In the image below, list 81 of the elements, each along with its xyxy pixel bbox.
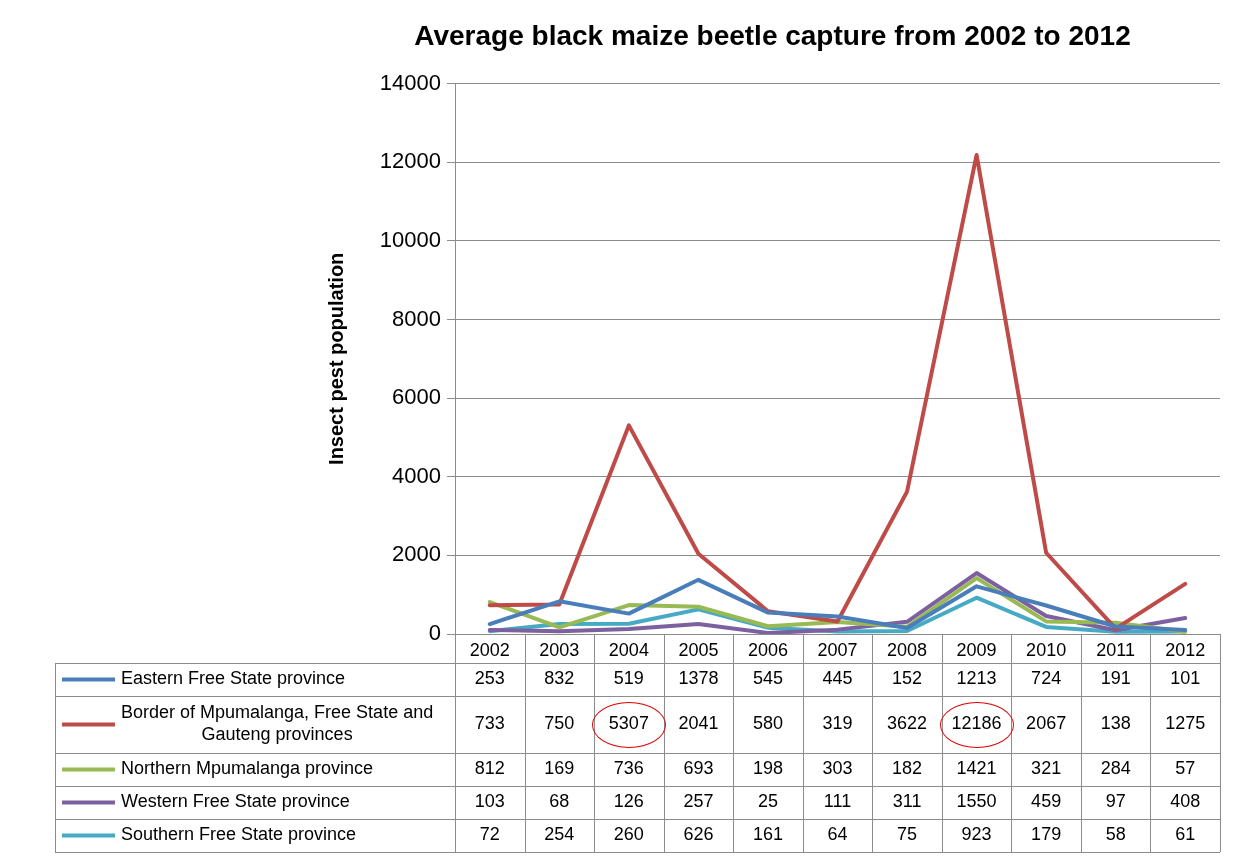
data-label: 68 xyxy=(549,791,570,812)
data-label: 408 xyxy=(1170,791,1201,812)
data-label: 812 xyxy=(474,758,505,779)
data-label: 198 xyxy=(752,758,783,779)
data-label: 126 xyxy=(613,791,644,812)
data-label: 626 xyxy=(683,824,714,845)
data-label: 724 xyxy=(1031,668,1062,689)
x-tick-label: 2007 xyxy=(817,639,858,660)
data-label: 693 xyxy=(683,758,714,779)
data-label: 2041 xyxy=(678,713,719,734)
data-label: 445 xyxy=(822,668,853,689)
data-label: 5307 xyxy=(608,713,649,734)
data-label: 64 xyxy=(827,824,848,845)
y-tick-label: 6000 xyxy=(392,384,441,410)
data-label: 545 xyxy=(752,668,783,689)
data-label: 191 xyxy=(1100,668,1131,689)
data-label: 57 xyxy=(1175,758,1196,779)
legend-label: Border of Mpumalanga, Free State and Gauteng provinces xyxy=(121,702,434,745)
y-tick-label: 12000 xyxy=(379,148,441,174)
y-tick-label: 14000 xyxy=(379,69,441,95)
data-label: 733 xyxy=(474,713,505,734)
data-label: 260 xyxy=(613,824,644,845)
data-label: 101 xyxy=(1170,668,1201,689)
x-tick-label: 2005 xyxy=(678,639,719,660)
y-tick-label: 10000 xyxy=(379,226,441,252)
data-label: 750 xyxy=(544,713,575,734)
data-label: 736 xyxy=(613,758,644,779)
data-label: 152 xyxy=(892,668,923,689)
data-label: 58 xyxy=(1105,824,1126,845)
data-label: 75 xyxy=(897,824,918,845)
data-label: 103 xyxy=(474,791,505,812)
y-tick-label: 2000 xyxy=(392,541,441,567)
x-tick-label: 2011 xyxy=(1096,639,1136,660)
x-tick-label: 2002 xyxy=(469,639,510,660)
data-label: 519 xyxy=(613,668,644,689)
data-label: 1421 xyxy=(956,758,997,779)
x-tick-label: 2009 xyxy=(956,639,997,660)
x-tick-label: 2006 xyxy=(747,639,788,660)
data-label: 254 xyxy=(544,824,575,845)
data-label: 182 xyxy=(892,758,923,779)
data-label: 459 xyxy=(1031,791,1062,812)
y-tick-label: 0 xyxy=(428,620,441,646)
data-label: 321 xyxy=(1031,758,1062,779)
chart-title: Average black maize beetle capture from 2002 to 2012 xyxy=(414,19,1131,51)
y-tick-label: 4000 xyxy=(392,462,441,488)
x-tick-label: 2004 xyxy=(608,639,649,660)
data-label: 257 xyxy=(683,791,714,812)
data-label: 832 xyxy=(544,668,575,689)
data-label: 311 xyxy=(892,791,922,812)
data-label: 303 xyxy=(822,758,853,779)
data-label: 2067 xyxy=(1026,713,1067,734)
data-label: 25 xyxy=(757,791,778,812)
data-label: 61 xyxy=(1175,824,1196,845)
data-label: 12186 xyxy=(951,713,1002,734)
y-axis-title: Insect pest population xyxy=(324,252,347,465)
data-label: 161 xyxy=(752,824,783,845)
legend-label: Northern Mpumalanga province xyxy=(121,758,374,779)
data-label: 138 xyxy=(1100,713,1131,734)
data-label: 97 xyxy=(1105,791,1126,812)
data-label: 923 xyxy=(961,824,992,845)
data-label: 253 xyxy=(474,668,505,689)
data-label: 1550 xyxy=(956,791,997,812)
data-label: 284 xyxy=(1100,758,1131,779)
legend-label: Southern Free State province xyxy=(121,824,357,845)
legend-label: Eastern Free State province xyxy=(121,668,346,689)
data-label: 580 xyxy=(752,713,783,734)
data-label: 319 xyxy=(822,713,853,734)
legend-label: Western Free State province xyxy=(121,791,350,812)
data-label: 1213 xyxy=(956,668,997,689)
data-label: 1378 xyxy=(678,668,719,689)
data-label: 72 xyxy=(479,824,500,845)
data-label: 169 xyxy=(544,758,575,779)
x-tick-label: 2003 xyxy=(539,639,580,660)
x-tick-label: 2012 xyxy=(1165,639,1206,660)
data-label: 111 xyxy=(823,791,852,812)
x-tick-label: 2008 xyxy=(887,639,928,660)
data-label: 179 xyxy=(1031,824,1062,845)
data-label: 3622 xyxy=(887,713,928,734)
y-tick-label: 8000 xyxy=(392,305,441,331)
x-tick-label: 2010 xyxy=(1026,639,1067,660)
data-label: 1275 xyxy=(1165,713,1206,734)
